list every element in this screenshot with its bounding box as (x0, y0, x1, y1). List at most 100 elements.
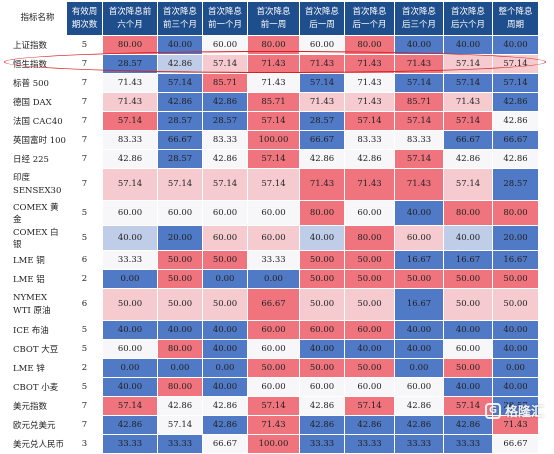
win-rate-cell: 16.67 (492, 250, 539, 270)
row-name-cell: 恒生指数 (8, 54, 67, 74)
win-rate-cell: 50.00 (202, 288, 248, 321)
header-line: 首次降息 (450, 6, 485, 17)
row-name-cell: ICE 布油 (8, 320, 67, 340)
win-rate-cell: 57.14 (157, 415, 203, 435)
win-rate-cell: 0.00 (102, 358, 158, 378)
win-rate-cell: 33.33 (102, 434, 158, 454)
win-rate-cell: 33.33 (443, 434, 493, 454)
win-rate-cell: 57.14 (202, 168, 248, 201)
header-cell: 首次降息 前一个月 (202, 1, 248, 36)
table-row: NYMEX WTI 原油 6 50.00 50.00 50.00 66.67 50.00 50.… (8, 288, 539, 321)
header-line: 首次降息 (401, 6, 436, 17)
win-rate-cell: 57.14 (443, 73, 493, 93)
win-rate-cell: 57.14 (344, 396, 395, 416)
header-line: 指标名称 (20, 13, 55, 23)
row-name-cell: COMEX 黄金 (8, 200, 67, 226)
win-rate-cell: 66.67 (202, 434, 248, 454)
win-rate-cell: 33.33 (394, 434, 444, 454)
cycle-count-cell: 5 (66, 35, 103, 55)
win-rate-cell: 60.00 (247, 200, 300, 226)
win-rate-cell: 71.43 (247, 415, 300, 435)
win-rate-cell: 40.00 (202, 377, 248, 397)
win-rate-cell: 57.14 (299, 73, 345, 93)
win-rate-cell: 50.00 (443, 269, 493, 289)
cycle-count-cell: 2 (66, 269, 103, 289)
cycle-count-cell: 7 (66, 168, 103, 201)
header-line: 六个月 (117, 19, 143, 30)
win-rate-cell: 83.33 (394, 130, 444, 150)
win-rate-cell: 42.86 (344, 415, 395, 435)
win-rate-cell: 71.43 (299, 92, 345, 112)
win-rate-cell: 57.14 (443, 168, 493, 201)
table-body: 上证指数 5 80.00 40.00 60.00 80.00 60.00 80.00 40.00… (8, 35, 539, 454)
win-rate-cell: 57.14 (394, 149, 444, 169)
win-rate-cell: 50.00 (492, 288, 539, 321)
win-rate-cell: 60.00 (344, 320, 395, 340)
screenshot-root: 指标名称 有效周 期次数 首次降息前 六个月 首次降息 前三个月 首次降息 前一个月 首次降息 前一… (4, 1, 546, 454)
win-rate-cell: 60.00 (394, 225, 444, 251)
win-rate-cell: 40.00 (394, 200, 444, 226)
win-rate-cell: 42.86 (202, 396, 248, 416)
win-rate-cell: 60.00 (299, 320, 345, 340)
row-name-line: WTI 原油 (13, 305, 51, 316)
win-rate-cell: 42.86 (492, 111, 539, 131)
win-rate-cell: 57.14 (443, 111, 493, 131)
win-rate-cell: 28.57 (202, 111, 248, 131)
win-rate-cell: 66.67 (157, 130, 203, 150)
table-row: 印度 SENSEX30 7 57.14 57.14 57.14 57.14 71.43 71.4… (8, 168, 539, 201)
win-rate-cell: 71.43 (344, 54, 395, 74)
row-name-cell: 上证指数 (8, 35, 67, 55)
win-rate-cell: 40.00 (202, 320, 248, 340)
win-rate-cell: 28.57 (157, 149, 203, 169)
win-rate-cell: 40.00 (443, 320, 493, 340)
win-rate-cell: 0.00 (157, 358, 203, 378)
win-rate-cell: 66.67 (299, 130, 345, 150)
win-rate-cell: 57.14 (102, 168, 158, 201)
row-name-cell: CBOT 小麦 (8, 377, 67, 397)
header-line: 前一周 (260, 19, 287, 30)
win-rate-cell: 50.00 (299, 358, 345, 378)
header-cell: 首次降息 后一周 (299, 1, 345, 36)
win-rate-cell: 42.86 (202, 92, 248, 112)
table-row: 法国 CAC40 7 57.14 28.57 28.57 57.14 28.57 57.14 5… (8, 111, 539, 131)
row-name-cell: LME 锌 (8, 358, 67, 378)
win-rate-cell: 0.00 (102, 269, 158, 289)
win-rate-cell: 40.00 (102, 320, 158, 340)
table-row: 美元指数 7 57.14 42.86 42.86 57.14 42.86 57.14 42.86… (8, 396, 539, 416)
row-name-cell: 印度 SENSEX30 (8, 168, 67, 201)
win-rate-cell: 28.57 (102, 54, 158, 74)
win-rate-cell: 40.00 (443, 225, 493, 251)
win-rate-cell: 60.00 (247, 339, 300, 359)
row-name-cell: CBOT 大豆 (8, 339, 67, 359)
win-rate-cell: 0.00 (247, 269, 300, 289)
cycle-count-cell: 6 (66, 250, 103, 270)
win-rate-cell: 80.00 (492, 200, 539, 226)
cycle-count-cell: 5 (66, 225, 103, 251)
win-rate-cell: 28.57 (157, 111, 203, 131)
header-line: 首次降息 (256, 6, 291, 17)
win-rate-cell: 0.00 (202, 269, 248, 289)
win-rate-cell: 71.43 (394, 168, 444, 201)
win-rate-cell: 80.00 (247, 35, 300, 55)
header-line: 首次降息前 (108, 6, 152, 17)
row-name-cell: LME 铜 (8, 250, 67, 270)
row-name-cell: 德国 DAX (8, 92, 67, 112)
win-rate-cell: 50.00 (157, 269, 203, 289)
row-name-cell: 美元指数 (8, 396, 67, 416)
win-rate-cell: 57.14 (394, 111, 444, 131)
win-rate-cell: 28.57 (492, 396, 539, 416)
cycle-count-cell: 5 (66, 377, 103, 397)
win-rate-cell: 28.57 (492, 168, 539, 201)
win-rate-cell: 40.00 (344, 339, 395, 359)
win-rate-cell: 100.00 (247, 434, 300, 454)
win-rate-cell: 57.14 (247, 168, 300, 201)
win-rate-cell: 100.00 (247, 130, 300, 150)
table-row: 欧元兑美元 7 42.86 57.14 42.86 71.43 42.86 42.86 42.8… (8, 415, 539, 435)
win-rate-cell: 57.14 (102, 396, 158, 416)
row-name-cell: 日经 225 (8, 149, 67, 169)
header-cell: 首次降息 前三个月 (157, 1, 203, 36)
win-rate-cell: 57.14 (443, 54, 493, 74)
win-rate-cell: 66.67 (247, 288, 300, 321)
table-row: ICE 布油 5 40.00 40.00 40.00 60.00 60.00 60.00 40.… (8, 320, 539, 340)
header-line: 期次数 (71, 19, 98, 30)
